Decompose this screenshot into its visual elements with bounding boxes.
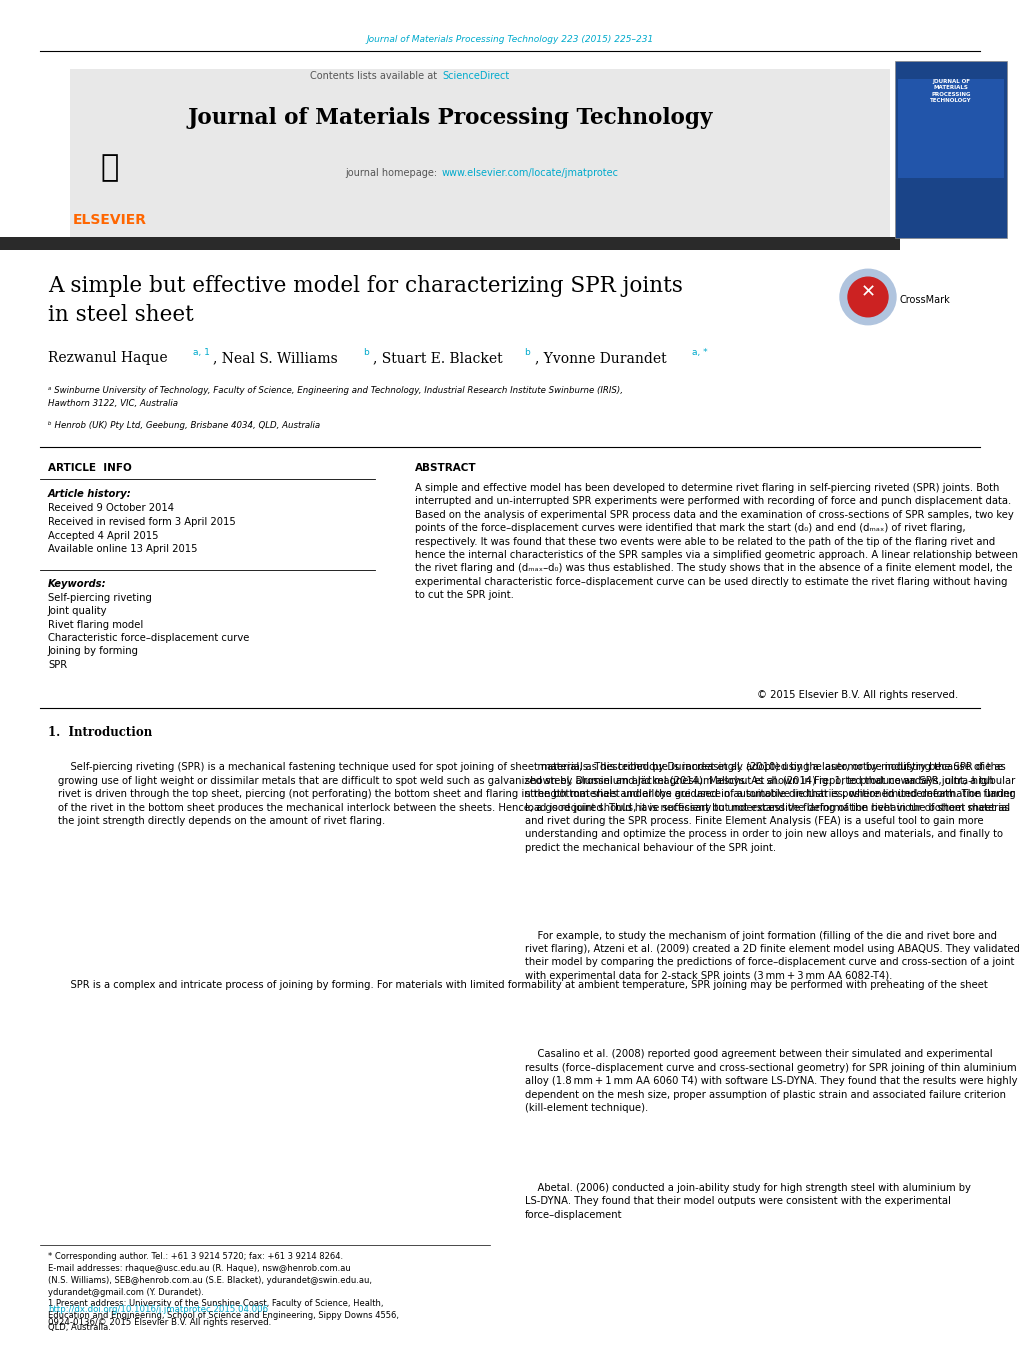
Text: Abetal. (2006) conducted a join-ability study for high strength steel with alumi: Abetal. (2006) conducted a join-ability … xyxy=(525,1183,970,1220)
Text: SPR: SPR xyxy=(48,659,67,670)
Text: * Corresponding author. Tel.: +61 3 9214 5720; fax: +61 3 9214 8264.
E-mail addr: * Corresponding author. Tel.: +61 3 9214… xyxy=(48,1252,398,1332)
Text: ELSEVIER: ELSEVIER xyxy=(73,213,147,227)
Text: ᵇ Henrob (UK) Pty Ltd, Geebung, Brisbane 4034, QLD, Australia: ᵇ Henrob (UK) Pty Ltd, Geebung, Brisbane… xyxy=(48,420,320,430)
Text: ✕: ✕ xyxy=(860,284,874,301)
Text: Self-piercing riveting (SPR) is a mechanical fastening technique used for spot j: Self-piercing riveting (SPR) is a mechan… xyxy=(58,762,1015,825)
Circle shape xyxy=(840,269,895,324)
Text: http://dx.doi.org/10.1016/j.jmatprotec.2015.04.006: http://dx.doi.org/10.1016/j.jmatprotec.2… xyxy=(48,1305,268,1313)
Circle shape xyxy=(847,277,888,316)
Text: www.elsevier.com/locate/jmatprotec: www.elsevier.com/locate/jmatprotec xyxy=(441,169,619,178)
Text: , Yvonne Durandet: , Yvonne Durandet xyxy=(535,351,666,365)
Text: ARTICLE  INFO: ARTICLE INFO xyxy=(48,463,131,473)
Text: b: b xyxy=(363,349,369,358)
Text: JOURNAL OF
MATERIALS
PROCESSING
TECHNOLOGY: JOURNAL OF MATERIALS PROCESSING TECHNOLO… xyxy=(929,80,971,103)
Text: material, as described by Durandet et al. (2010) using a laser, or by modifying : material, as described by Durandet et al… xyxy=(525,762,1013,852)
Text: Rivet flaring model: Rivet flaring model xyxy=(48,620,143,630)
Text: ᵃ Swinburne University of Technology, Faculty of Science, Engineering and Techno: ᵃ Swinburne University of Technology, Fa… xyxy=(48,386,623,408)
Text: Journal of Materials Processing Technology: Journal of Materials Processing Technolo… xyxy=(187,107,712,128)
Text: Joining by forming: Joining by forming xyxy=(48,646,139,657)
Text: © 2015 Elsevier B.V. All rights reserved.: © 2015 Elsevier B.V. All rights reserved… xyxy=(756,690,957,700)
Text: Accepted 4 April 2015: Accepted 4 April 2015 xyxy=(48,531,158,540)
Text: ScienceDirect: ScienceDirect xyxy=(441,72,508,81)
Text: Self-piercing riveting: Self-piercing riveting xyxy=(48,593,152,603)
Text: Keywords:: Keywords: xyxy=(48,580,107,589)
Text: 0924-0136/© 2015 Elsevier B.V. All rights reserved.: 0924-0136/© 2015 Elsevier B.V. All right… xyxy=(48,1317,271,1327)
Text: Casalino et al. (2008) reported good agreement between their simulated and exper: Casalino et al. (2008) reported good agr… xyxy=(525,1050,1017,1113)
Text: , Neal S. Williams: , Neal S. Williams xyxy=(213,351,337,365)
Text: journal homepage:: journal homepage: xyxy=(344,169,439,178)
Text: Contents lists available at: Contents lists available at xyxy=(310,72,439,81)
Text: A simple but effective model for characterizing SPR joints
in steel sheet: A simple but effective model for charact… xyxy=(48,276,682,326)
Bar xyxy=(894,61,1006,238)
Text: CrossMark: CrossMark xyxy=(899,295,950,305)
Text: Rezwanul Haque: Rezwanul Haque xyxy=(48,351,167,365)
Text: Article history:: Article history: xyxy=(48,489,131,499)
Bar xyxy=(897,80,1003,178)
Text: 𝕰: 𝕰 xyxy=(101,154,119,182)
Bar xyxy=(70,69,890,238)
Text: Joint quality: Joint quality xyxy=(48,607,107,616)
Text: Journal of Materials Processing Technology 223 (2015) 225–231: Journal of Materials Processing Technolo… xyxy=(366,35,653,43)
Text: Received 9 October 2014: Received 9 October 2014 xyxy=(48,503,174,513)
Text: ABSTRACT: ABSTRACT xyxy=(415,463,476,473)
Text: Available online 13 April 2015: Available online 13 April 2015 xyxy=(48,544,198,554)
Text: a, *: a, * xyxy=(691,349,707,358)
Bar xyxy=(0,236,899,250)
Text: SPR is a complex and intricate process of joining by forming. For materials with: SPR is a complex and intricate process o… xyxy=(58,979,986,990)
Text: For example, to study the mechanism of joint formation (filling of the die and r: For example, to study the mechanism of j… xyxy=(525,931,1019,981)
Text: 1.  Introduction: 1. Introduction xyxy=(48,725,152,739)
Text: Characteristic force–displacement curve: Characteristic force–displacement curve xyxy=(48,634,249,643)
Text: b: b xyxy=(524,349,529,358)
Text: Received in revised form 3 April 2015: Received in revised form 3 April 2015 xyxy=(48,516,235,527)
Text: A simple and effective model has been developed to determine rivet flaring in se: A simple and effective model has been de… xyxy=(415,484,1017,600)
Text: a, 1: a, 1 xyxy=(193,349,210,358)
Text: , Stuart E. Blacket: , Stuart E. Blacket xyxy=(373,351,502,365)
